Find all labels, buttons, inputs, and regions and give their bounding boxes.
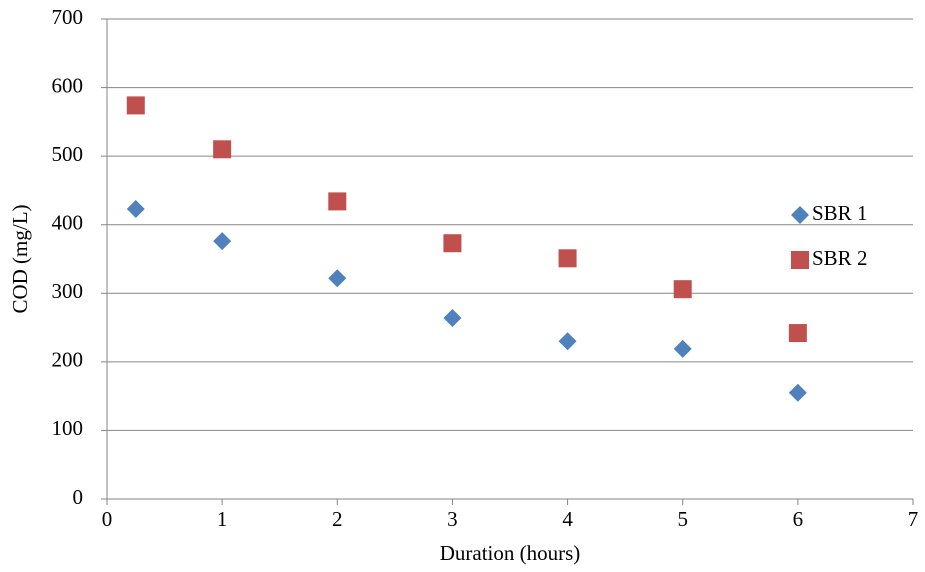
point xyxy=(788,383,807,402)
point xyxy=(328,192,347,211)
y-tick-label: 400 xyxy=(52,211,84,235)
point xyxy=(788,324,807,343)
y-tick-label: 700 xyxy=(52,5,84,29)
y-tick-label: 300 xyxy=(52,279,84,303)
x-tick-label: 2 xyxy=(332,507,343,531)
point xyxy=(558,249,577,268)
point xyxy=(443,234,462,253)
legend-label: SBR 2 xyxy=(812,246,867,270)
x-tick-label: 0 xyxy=(102,507,113,531)
point xyxy=(673,339,692,358)
x-tick-label: 4 xyxy=(562,507,573,531)
x-tick-label: 5 xyxy=(677,507,688,531)
point xyxy=(213,232,232,251)
x-tick-label: 6 xyxy=(793,507,804,531)
legend-label: SBR 1 xyxy=(812,201,867,225)
y-tick-label: 100 xyxy=(52,416,84,440)
y-tick-label: 600 xyxy=(52,73,84,97)
legend-marker xyxy=(791,206,809,224)
y-tick-label: 0 xyxy=(73,485,84,509)
y-axis-label: COD (mg/L) xyxy=(8,204,32,313)
point xyxy=(126,96,145,115)
x-tick-label: 7 xyxy=(908,507,919,531)
x-axis-label: Duration (hours) xyxy=(440,541,581,565)
y-tick-label: 500 xyxy=(52,142,84,166)
point xyxy=(126,199,145,218)
point xyxy=(328,269,347,288)
x-tick-label: 1 xyxy=(217,507,228,531)
point xyxy=(558,332,577,351)
point xyxy=(213,140,232,159)
point xyxy=(443,308,462,327)
legend-marker xyxy=(791,251,809,269)
x-tick-label: 3 xyxy=(447,507,458,531)
point xyxy=(673,280,692,299)
y-tick-label: 200 xyxy=(52,348,84,372)
